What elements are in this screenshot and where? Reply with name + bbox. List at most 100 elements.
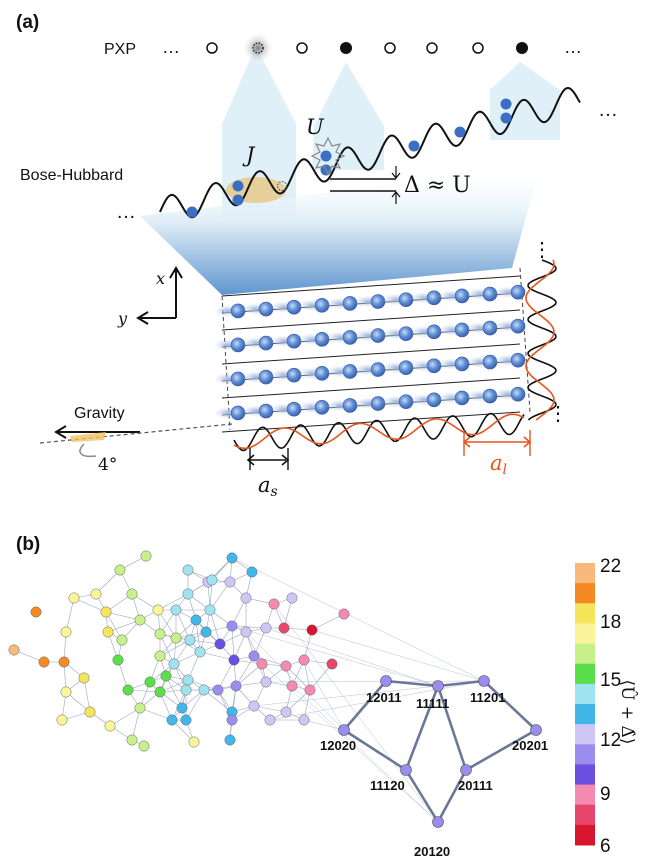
interaction-burst-icon — [310, 136, 346, 176]
atom — [232, 194, 244, 206]
highlight-node-label: 11120 — [370, 778, 405, 793]
angle-pointer — [79, 443, 97, 458]
colorbar — [575, 563, 595, 846]
colorbar-tick-label: 12 — [600, 730, 621, 751]
graph-node — [280, 706, 292, 718]
graph-edge — [309, 663, 333, 691]
graph-node — [184, 634, 196, 646]
highlight-edge — [404, 769, 440, 823]
tube-boundary — [221, 377, 521, 399]
graph-node — [264, 714, 276, 726]
colorbar-title: ⟨Û + Δ̂⟩ — [617, 680, 638, 745]
pxp-site-occupied — [340, 42, 352, 54]
highlight-node-label: 20111 — [458, 778, 493, 793]
graph-node — [154, 686, 166, 698]
colorbar-segment — [575, 663, 595, 685]
colorbar-segment — [575, 764, 595, 785]
graph-node — [84, 706, 96, 718]
atom — [454, 126, 466, 138]
graph-edge — [157, 593, 189, 611]
graph-node — [112, 654, 124, 666]
graph-node — [230, 680, 242, 692]
colorbar-ticks: 22 18 15 12 9 6 — [600, 556, 621, 857]
highlight-node — [460, 764, 472, 776]
long-spacing-label: al — [490, 451, 507, 478]
colorbar-tick-label: 18 — [600, 612, 621, 633]
pxp-site-occupied — [516, 42, 528, 54]
graph-node — [304, 684, 316, 696]
beam-projections — [140, 46, 560, 295]
highlight-edge — [343, 728, 407, 772]
highlight-node — [338, 724, 350, 736]
highlight-edge — [436, 769, 468, 823]
graph-node — [188, 736, 200, 748]
graph-node — [226, 620, 238, 632]
graph-node — [102, 626, 114, 638]
graph-node — [260, 622, 272, 634]
horizontal-long-lattice — [233, 413, 525, 450]
graph-node — [114, 564, 126, 576]
graph-node — [190, 614, 202, 626]
highlight-edge — [343, 680, 387, 731]
colorbar-segment — [575, 784, 595, 806]
highlight-node-label: 20120 — [414, 844, 450, 858]
colorbar-tick-label: 15 — [600, 670, 621, 691]
graph-node — [298, 714, 310, 726]
graph-edge — [203, 689, 233, 713]
atom — [500, 112, 512, 124]
tube-boundary — [221, 275, 521, 297]
bh-right-ellipsis: … — [598, 99, 618, 121]
vertical-ellipsis-top: ⋮ — [532, 239, 552, 261]
graph-node — [306, 624, 318, 636]
graph-node — [104, 720, 116, 732]
graph-node — [338, 608, 350, 620]
atom — [232, 180, 244, 192]
panel-b-label: (b) — [16, 534, 40, 555]
graph-node — [214, 638, 226, 650]
tube-atom — [510, 386, 526, 402]
graph-node — [212, 684, 224, 696]
graph-node — [116, 634, 128, 646]
graph-node — [182, 674, 194, 686]
tube-atom — [510, 284, 526, 300]
graph-node — [38, 656, 50, 668]
graph-node — [256, 658, 268, 670]
atom — [500, 98, 512, 110]
graph-node — [286, 680, 298, 692]
highlight-node-label: 11111 — [416, 696, 449, 711]
tube-atom — [510, 352, 526, 368]
graph-node — [126, 588, 138, 600]
graph-node — [200, 626, 212, 638]
highlight-node — [380, 675, 392, 687]
tube-boundary — [221, 411, 521, 433]
graph-node — [280, 660, 292, 672]
frame-left — [221, 295, 231, 431]
short-spacing-arrow — [246, 454, 290, 466]
highlight-node — [478, 675, 490, 687]
graph-edge — [107, 619, 141, 633]
colorbar-segment — [575, 603, 595, 624]
graph-edge — [253, 655, 287, 667]
graph-edge-long — [245, 631, 345, 731]
graph-edge-long — [265, 627, 439, 687]
graph-node — [122, 684, 134, 696]
graph-node — [58, 656, 70, 668]
graph-node — [60, 686, 72, 698]
colorbar-segment — [575, 583, 595, 604]
pxp-site-empty — [296, 42, 308, 54]
graph-edge — [209, 609, 221, 645]
pxp-site-empty — [384, 42, 396, 54]
graph-edge-long — [311, 629, 485, 682]
graph-node — [248, 650, 260, 662]
atom — [186, 206, 198, 218]
colorbar-tick-label: 6 — [600, 836, 611, 857]
graph-node — [182, 588, 194, 600]
gravity-label: Gravity — [74, 405, 125, 422]
colorbar-segment — [575, 704, 595, 725]
graph-node — [166, 714, 178, 726]
graph-edge — [185, 689, 205, 721]
graph-nodes — [8, 550, 350, 752]
graph-edge-long — [291, 685, 439, 823]
graph-node — [240, 592, 252, 604]
colorbar-segment — [575, 563, 595, 584]
